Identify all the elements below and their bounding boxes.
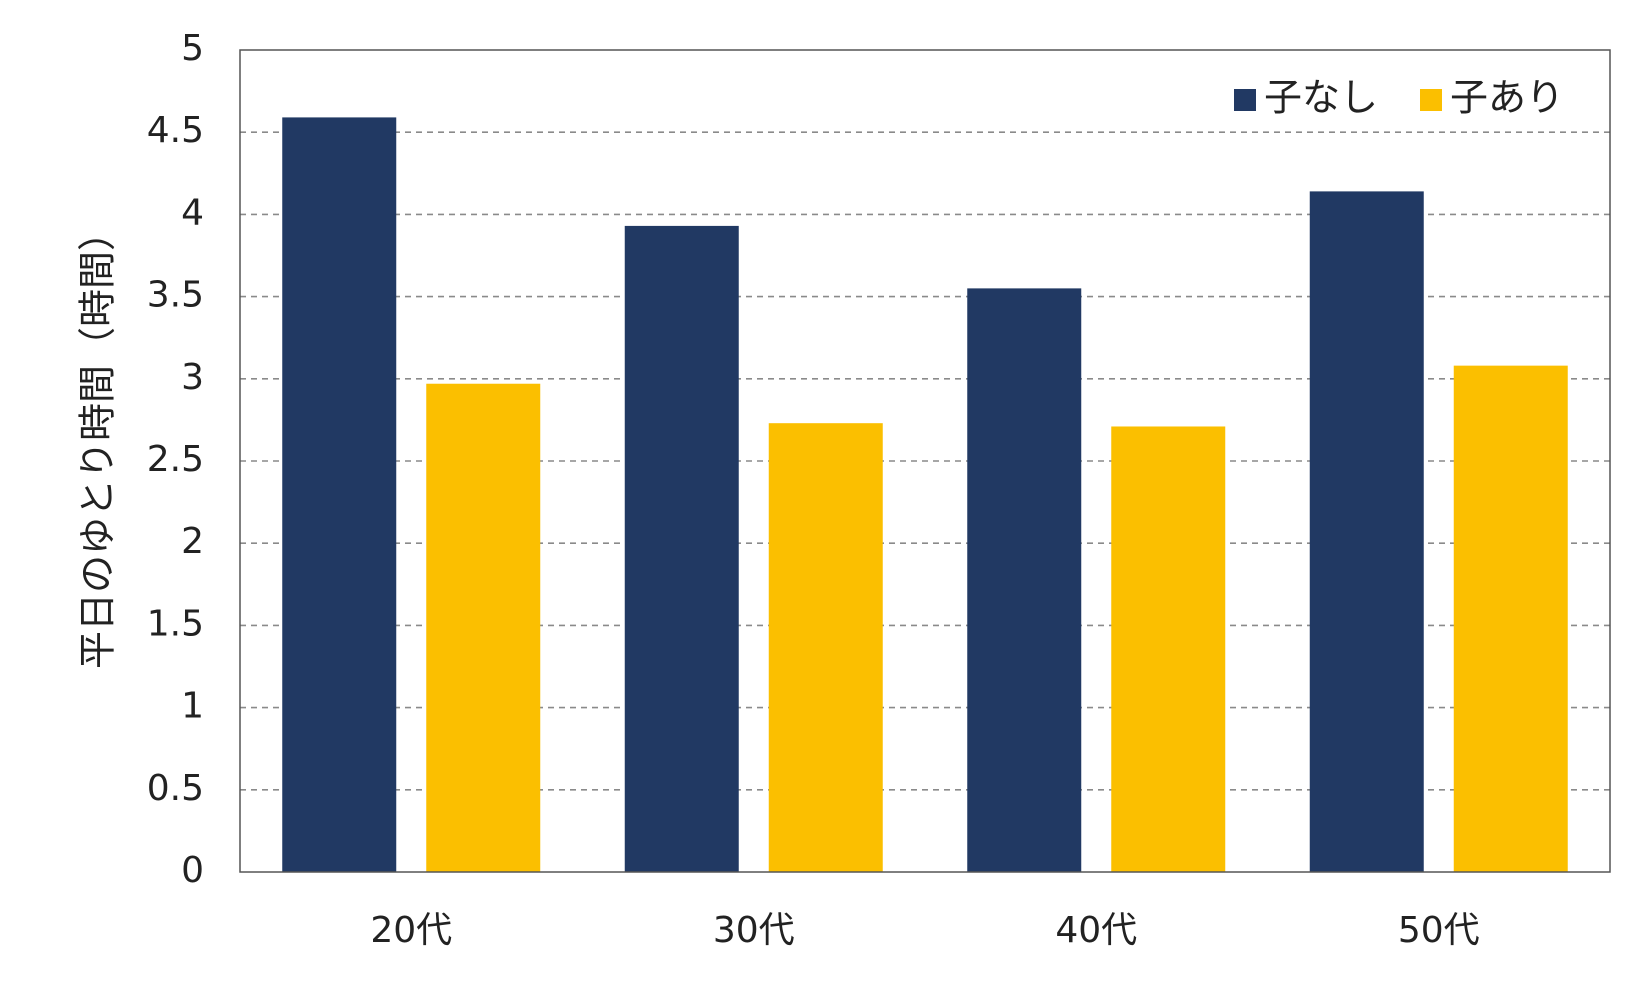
bar-series2 [1111, 426, 1226, 872]
y-axis-title: 平日のゆとり時間（時間） [76, 213, 120, 669]
x-axis-categories: 20代 30代 40代 50代 [370, 910, 1479, 951]
y-tick-label: 5 [181, 28, 204, 69]
y-tick-label: 3 [181, 357, 204, 398]
y-tick-label: 0 [181, 850, 204, 891]
y-tick-label: 2.5 [147, 439, 204, 480]
x-category-label: 30代 [713, 910, 795, 951]
bar-series2 [1453, 365, 1568, 872]
bars [282, 117, 1568, 873]
plot-frame [239, 49, 1611, 873]
y-axis-ticks: 0 0.5 1 1.5 2 2.5 3 3.5 4 4.5 5 [147, 28, 204, 891]
gridlines [240, 131, 1610, 791]
y-tick-label: 0.5 [147, 768, 204, 809]
y-tick-label: 1.5 [147, 603, 204, 644]
bar-series2 [426, 383, 541, 872]
legend-label: 子あり [1450, 76, 1564, 120]
legend-label: 子なし [1264, 76, 1378, 120]
bar-series1 [1309, 191, 1424, 872]
y-tick-label: 4 [181, 192, 204, 233]
y-tick-label: 2 [181, 521, 204, 562]
bar-series2 [768, 423, 883, 872]
legend-swatch [1234, 89, 1256, 111]
y-tick-label: 1 [181, 686, 204, 727]
bar-series1 [967, 288, 1082, 872]
legend: 子なし 子あり [1234, 76, 1564, 120]
bar-series1 [624, 225, 739, 872]
bar-series1 [282, 117, 397, 873]
legend-swatch [1420, 89, 1442, 111]
x-category-label: 50代 [1398, 910, 1480, 951]
x-category-label: 20代 [370, 910, 452, 951]
x-category-label: 40代 [1055, 910, 1137, 951]
y-tick-label: 3.5 [147, 275, 204, 316]
y-tick-label: 4.5 [147, 110, 204, 151]
